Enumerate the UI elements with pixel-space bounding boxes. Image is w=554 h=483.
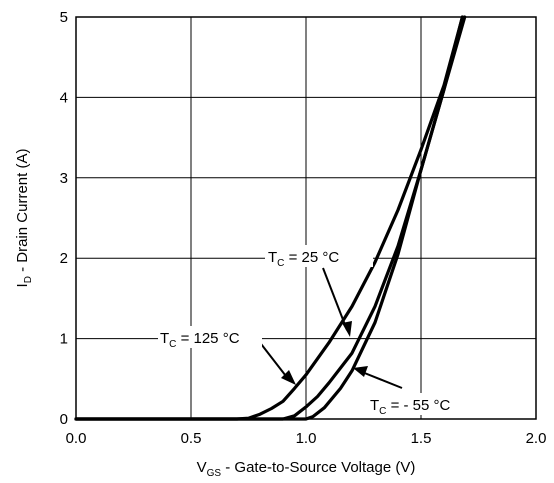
label-m55-bg <box>368 393 472 415</box>
y-tick-label: 2 <box>60 250 68 267</box>
arrow-m55 <box>361 371 403 389</box>
arrowhead-m55 <box>353 366 368 377</box>
label-m55: TC = - 55 °C <box>370 397 451 417</box>
arrow-25 <box>322 267 348 331</box>
x-tick-label: 1.0 <box>296 430 317 447</box>
curve-tc-25 <box>74 15 464 421</box>
x-tick-label: 0.0 <box>66 430 87 447</box>
curves <box>74 15 467 421</box>
y-tick-label: 0 <box>60 411 68 428</box>
curve-tc-m55 <box>74 15 467 421</box>
x-tick-label: 2.0 <box>526 430 547 447</box>
y-tick-label: 5 <box>60 9 68 26</box>
y-axis-title: ID - Drain Current (A) <box>14 149 34 288</box>
curve-tc-125 <box>74 15 464 421</box>
x-tick-labels: 0.0 0.5 1.0 1.5 2.0 <box>66 430 547 447</box>
label-125-bg <box>158 326 262 348</box>
label-25: TC = 25 °C <box>268 249 339 269</box>
y-tick-labels: 0 1 2 3 4 5 <box>60 9 68 428</box>
arrowhead-25 <box>342 321 352 337</box>
y-tick-label: 1 <box>60 331 68 348</box>
x-tick-label: 0.5 <box>181 430 202 447</box>
arrow-125 <box>257 339 290 381</box>
y-tick-label: 4 <box>60 89 68 106</box>
arrowhead-125 <box>281 370 296 385</box>
x-axis-title: VGS - Gate-to-Source Voltage (V) <box>197 459 416 479</box>
y-tick-label: 3 <box>60 170 68 187</box>
x-tick-label: 1.5 <box>411 430 432 447</box>
label-25-bg <box>265 245 373 267</box>
annotation-arrows <box>257 267 403 389</box>
label-125: TC = 125 °C <box>160 330 240 350</box>
grid-lines <box>76 17 536 419</box>
